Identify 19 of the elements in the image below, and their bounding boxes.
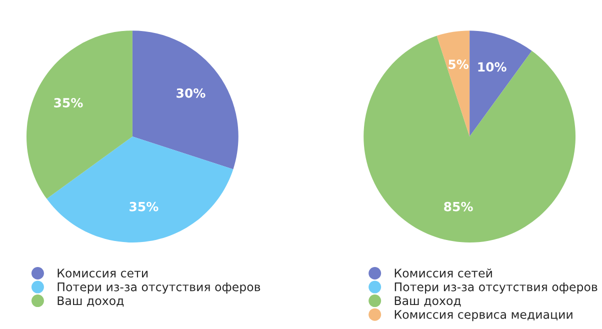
pie-slice (364, 36, 576, 242)
data-label: 30% (176, 88, 206, 98)
pie-slice (46, 136, 234, 242)
data-label: 85% (444, 202, 473, 212)
legend-label: Комиссия сети (58, 268, 148, 278)
pie-slice (26, 30, 132, 199)
pie-slice (470, 30, 532, 137)
legend-label: Комиссия сетей (394, 268, 492, 278)
legend-label: Ваш доход (58, 296, 124, 307)
data-label: 35% (54, 98, 83, 108)
legend-label: Потери из-за отсутствия оферов (58, 282, 260, 294)
data-label: 35% (130, 202, 158, 212)
pie-slice (436, 30, 470, 137)
data-label: 10% (478, 62, 506, 72)
data-label: 5% (448, 60, 468, 69)
legend-label: Комиссия сервиса медиации (394, 310, 572, 322)
legend-label: Ваш доход (394, 296, 461, 307)
pie-slice (132, 30, 238, 170)
legend-label: Потери из-за отсутствия оферов (394, 282, 598, 294)
